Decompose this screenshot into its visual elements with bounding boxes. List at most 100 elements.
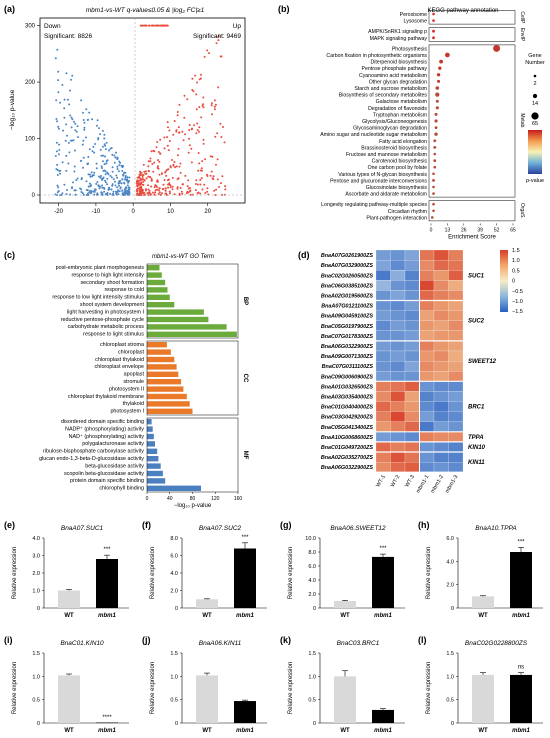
bar-x-label: WT bbox=[64, 613, 74, 619]
down-point bbox=[104, 181, 107, 184]
go-term-label: NADP⁺ (phosphorylating) activity bbox=[65, 426, 144, 432]
down-point bbox=[65, 123, 68, 126]
up-point bbox=[162, 183, 165, 186]
panel-letter-c: (c) bbox=[4, 250, 15, 260]
up-point bbox=[169, 166, 172, 169]
kegg-pathway-label: Amino sugar and nucleotide sugar metabol… bbox=[320, 132, 427, 138]
kegg-title: KEGG pathway annotation bbox=[427, 8, 498, 14]
down-point bbox=[93, 190, 96, 193]
heatmap-cell bbox=[404, 411, 420, 422]
wt-bar bbox=[472, 596, 494, 608]
heatmap-cell bbox=[404, 249, 420, 261]
down-point bbox=[85, 108, 88, 111]
down-point bbox=[104, 179, 107, 182]
down-point bbox=[90, 190, 93, 193]
volcano-points bbox=[54, 24, 227, 196]
bar-ylabel: Relative expression bbox=[150, 662, 156, 714]
up-point bbox=[216, 132, 219, 135]
up-point bbox=[213, 108, 216, 111]
bar-panel: (g) BnaA06.SWEET12 0 2.0 4.0 6.0 8.0 10.0 Relati… bbox=[280, 520, 405, 619]
up-point bbox=[166, 121, 169, 124]
up-point bbox=[163, 136, 166, 139]
up-point bbox=[169, 186, 172, 189]
wt-bar bbox=[58, 675, 80, 723]
up-point bbox=[150, 150, 153, 153]
down-point bbox=[93, 171, 96, 174]
bar-panel-letter: (f) bbox=[142, 520, 151, 530]
go-term-label: chloroplast bbox=[118, 349, 145, 355]
heatmap-gene-label: BnaA07G0261900ZS bbox=[321, 253, 374, 259]
bar-y-tick-label: 0 bbox=[175, 606, 178, 612]
heatmap-cell bbox=[375, 451, 391, 463]
down-point bbox=[87, 173, 90, 176]
up-point bbox=[206, 175, 209, 177]
go-term-label: stromule bbox=[123, 379, 144, 385]
bar-x-label: mbm1 bbox=[512, 728, 530, 734]
down-point bbox=[116, 191, 119, 194]
up-point bbox=[215, 163, 217, 166]
down-point bbox=[81, 143, 84, 146]
up-point bbox=[196, 122, 199, 125]
up-point bbox=[167, 126, 169, 129]
kegg-dot bbox=[432, 29, 435, 33]
heatmap-cell bbox=[433, 451, 449, 463]
heatmap-cell bbox=[433, 340, 449, 352]
down-point bbox=[112, 178, 115, 181]
heatmap-gene-label: BnaC07G0178300ZS bbox=[321, 334, 374, 340]
heatmap-cell bbox=[433, 371, 449, 382]
down-point bbox=[68, 103, 71, 106]
up-point bbox=[179, 171, 182, 174]
kegg-dot bbox=[435, 92, 440, 97]
go-bar bbox=[147, 426, 153, 432]
down-point bbox=[87, 185, 90, 188]
down-point bbox=[101, 184, 104, 187]
down-point bbox=[116, 158, 119, 161]
up-point bbox=[199, 169, 202, 172]
down-point bbox=[89, 185, 92, 188]
down-point bbox=[62, 129, 65, 132]
heatmap-cell bbox=[419, 249, 435, 261]
heatmap-cell bbox=[375, 270, 391, 281]
heatmap-cell bbox=[375, 441, 391, 453]
bar-x-label: WT bbox=[202, 613, 212, 619]
up-point bbox=[176, 186, 179, 189]
go-bar bbox=[147, 433, 154, 440]
down-point bbox=[85, 136, 87, 139]
bar-y-tick-label: 1.0 bbox=[32, 674, 40, 680]
up-point bbox=[214, 194, 217, 196]
up-point bbox=[143, 179, 146, 182]
go-bar bbox=[147, 272, 162, 278]
heatmap-colorbar-tick: −1.5 bbox=[512, 309, 523, 315]
go-bar bbox=[147, 478, 166, 484]
go-term-label: beta-glucosidase activity bbox=[85, 463, 144, 469]
down-point bbox=[118, 184, 120, 187]
up-point bbox=[156, 179, 159, 182]
up-point bbox=[167, 168, 170, 171]
kegg-dot bbox=[434, 132, 438, 136]
up-point bbox=[197, 191, 200, 194]
mbm1-bar bbox=[510, 552, 532, 608]
down-point bbox=[124, 174, 127, 177]
kegg-pathway-label: Diterpenoid biosynthesis bbox=[370, 60, 427, 66]
go-x-tick-label: 40 bbox=[167, 496, 173, 502]
bar-panel-letter: (i) bbox=[4, 635, 13, 645]
kegg-dot bbox=[493, 44, 501, 52]
down-point bbox=[103, 133, 106, 136]
kegg-pathway-label: Circadian rhythm bbox=[388, 209, 427, 215]
go-bar bbox=[147, 401, 190, 407]
down-point bbox=[118, 164, 121, 167]
go-bar bbox=[147, 316, 209, 323]
kegg-group-label: OrgaS. bbox=[519, 203, 525, 219]
go-bar bbox=[147, 364, 177, 370]
up-point bbox=[202, 138, 205, 141]
up-point bbox=[156, 186, 158, 188]
down-point bbox=[117, 170, 120, 173]
up-point bbox=[219, 122, 222, 125]
go-bar bbox=[147, 331, 237, 337]
heatmap-gene-label: BnaA09G0459100ZS bbox=[321, 314, 374, 320]
go-term-label: shoot system development bbox=[80, 302, 145, 308]
heatmap-column-label: WT-3 bbox=[404, 474, 416, 488]
go-term-label: protein domain specific binding bbox=[70, 478, 144, 484]
heatmap-cell bbox=[375, 421, 391, 432]
down-point bbox=[57, 91, 60, 94]
